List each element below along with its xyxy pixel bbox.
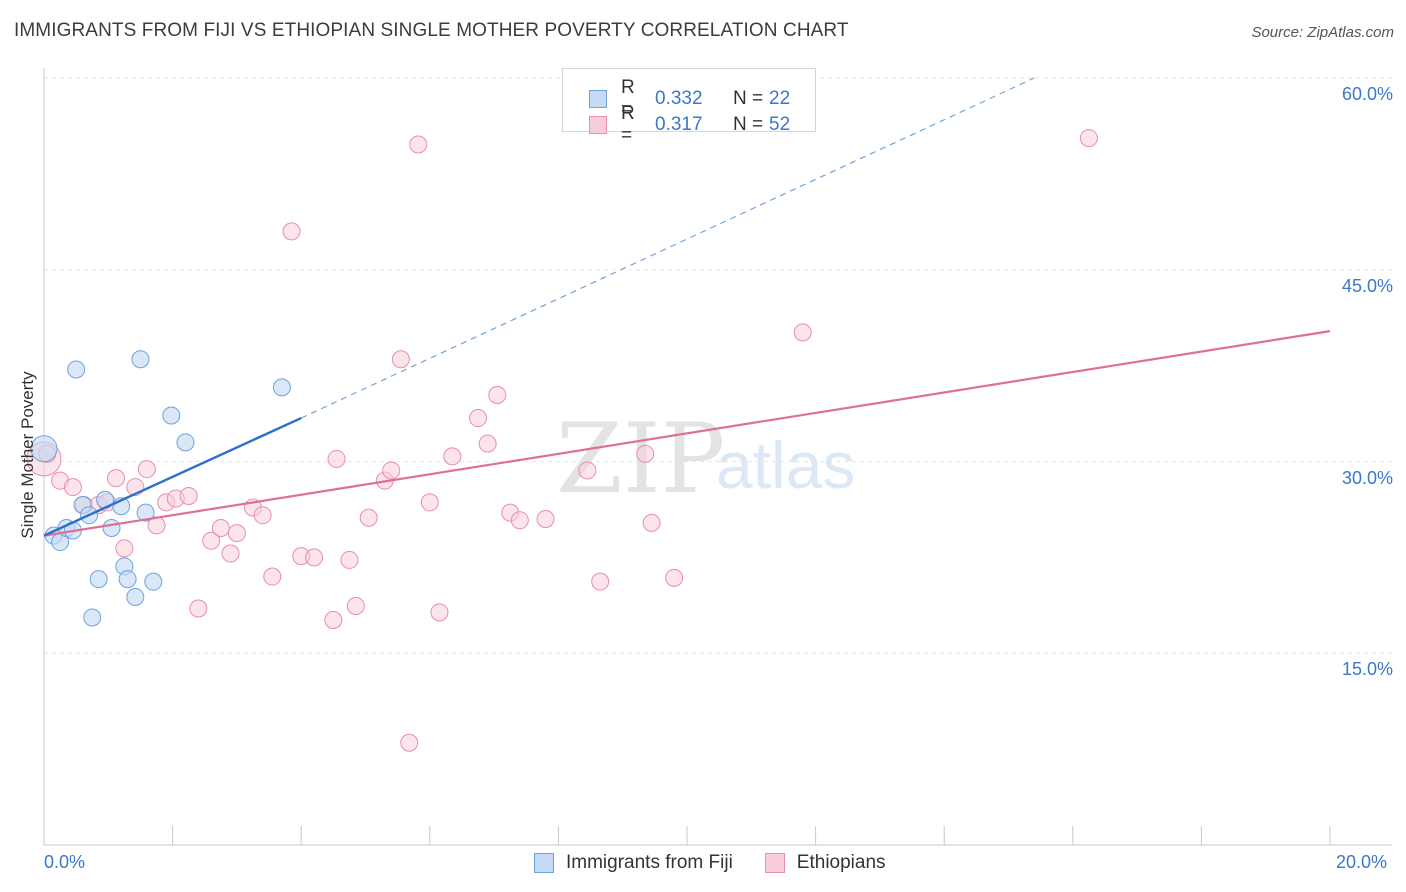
fiji-point <box>67 360 86 379</box>
ethiopians-point <box>409 135 428 154</box>
ethiopians-point <box>469 409 488 428</box>
trend-lines <box>43 77 1331 537</box>
ethiopians-point <box>253 506 272 525</box>
legend-r-label: R = <box>621 77 635 120</box>
chart-title: IMMIGRANTS FROM FIJI VS ETHIOPIAN SINGLE… <box>14 20 849 41</box>
legend-r-value: 0.317 <box>655 114 703 135</box>
watermark: ZIP atlas <box>556 403 855 515</box>
legend-n-value: 52 <box>769 114 791 135</box>
grid-lines <box>44 77 1392 654</box>
fiji-point <box>131 350 150 369</box>
bottom-legend-swatch-fiji <box>534 853 554 873</box>
ethiopians-point <box>642 513 661 532</box>
legend-swatch-ethiopians <box>589 116 607 134</box>
bottom-legend-label-ethiopians: Ethiopians <box>796 852 886 873</box>
watermark-atlas: atlas <box>716 428 855 502</box>
fiji-trend-line <box>43 416 302 537</box>
y-tick-label: 15.0% <box>1341 659 1393 680</box>
ethiopians-point <box>189 599 208 618</box>
ethiopians-point <box>327 449 346 468</box>
ethiopians-point <box>202 531 221 550</box>
ethiopians-point <box>179 487 198 506</box>
ethiopians-point <box>107 469 126 488</box>
legend-r-value: 0.332 <box>655 88 703 109</box>
fiji-point <box>144 572 163 591</box>
fiji-point <box>83 608 102 627</box>
ethiopians-point <box>488 386 507 405</box>
ethiopians-point <box>636 444 655 463</box>
ethiopians-point <box>510 511 529 530</box>
ethiopians-point <box>793 323 812 342</box>
ethiopians-trend-line <box>43 330 1331 537</box>
legend-n-label: N = <box>733 88 764 109</box>
ethiopians-point <box>137 460 156 479</box>
y-tick-label: 30.0% <box>1341 467 1393 488</box>
ethiopians-point <box>221 544 240 563</box>
fiji-point <box>176 433 195 452</box>
fiji-point <box>89 570 108 589</box>
bottom-legend-swatch-ethiopians <box>764 853 785 873</box>
ethiopians-point <box>115 539 134 558</box>
ethiopians-point <box>430 603 449 622</box>
legend: R = 0.332 N = 22 R = 0.317 N = 52 <box>562 68 816 146</box>
fiji-point <box>272 378 291 397</box>
source-label: Source: ZipAtlas.com <box>1251 24 1394 41</box>
ethiopians-point <box>665 568 684 587</box>
x-axis-ticks <box>43 826 1331 845</box>
bottom-legend: Immigrants from Fiji Ethiopians <box>534 852 918 874</box>
legend-n-value: 22 <box>769 88 791 109</box>
fiji-point <box>118 570 137 589</box>
fiji-point <box>30 435 58 463</box>
ethiopians-point <box>63 478 82 497</box>
ethiopians-point <box>443 447 462 466</box>
ethiopians-point <box>340 550 359 569</box>
y-tick-label: 60.0% <box>1341 84 1393 104</box>
legend-r-label: R = <box>621 103 635 146</box>
ethiopians-point <box>591 572 610 591</box>
ethiopians-point <box>282 222 301 241</box>
ethiopians-point <box>578 461 597 480</box>
x-tick-label-min: 0.0% <box>44 852 86 872</box>
fiji-trend-extension <box>300 77 1035 419</box>
ethiopians-point <box>263 567 282 586</box>
x-tick-label-max: 20.0% <box>1336 852 1388 872</box>
ethiopians-point <box>324 611 343 630</box>
bottom-legend-fiji: Immigrants from Fiji <box>534 852 733 874</box>
legend-row-fiji: R = 0.332 N = 22 <box>589 77 790 121</box>
bottom-legend-label-fiji: Immigrants from Fiji <box>566 852 733 873</box>
legend-swatch-fiji <box>589 90 607 108</box>
fiji-point <box>126 588 145 607</box>
ethiopians-point <box>420 493 439 512</box>
legend-row-ethiopians: R = 0.317 N = 52 <box>589 103 790 147</box>
ethiopians-point <box>211 518 230 537</box>
ethiopians-point <box>305 548 324 567</box>
ethiopians-point <box>227 524 246 543</box>
fiji-point <box>102 518 121 537</box>
y-tick-label: 45.0% <box>1341 275 1393 296</box>
legend-n-label: N = <box>733 114 764 135</box>
ethiopians-point <box>1079 129 1098 148</box>
fiji-point <box>136 503 155 522</box>
bottom-legend-ethiopians: Ethiopians <box>764 852 886 874</box>
ethiopians-point <box>346 596 365 615</box>
ethiopians-point <box>382 461 401 480</box>
ethiopians-point <box>478 434 497 453</box>
ethiopians-point <box>359 508 378 527</box>
fiji-point <box>162 406 181 425</box>
y-axis-label: Single Mother Poverty <box>18 371 37 539</box>
ethiopians-point <box>536 510 555 529</box>
ethiopians-point <box>391 350 410 369</box>
ethiopians-point <box>400 733 419 752</box>
